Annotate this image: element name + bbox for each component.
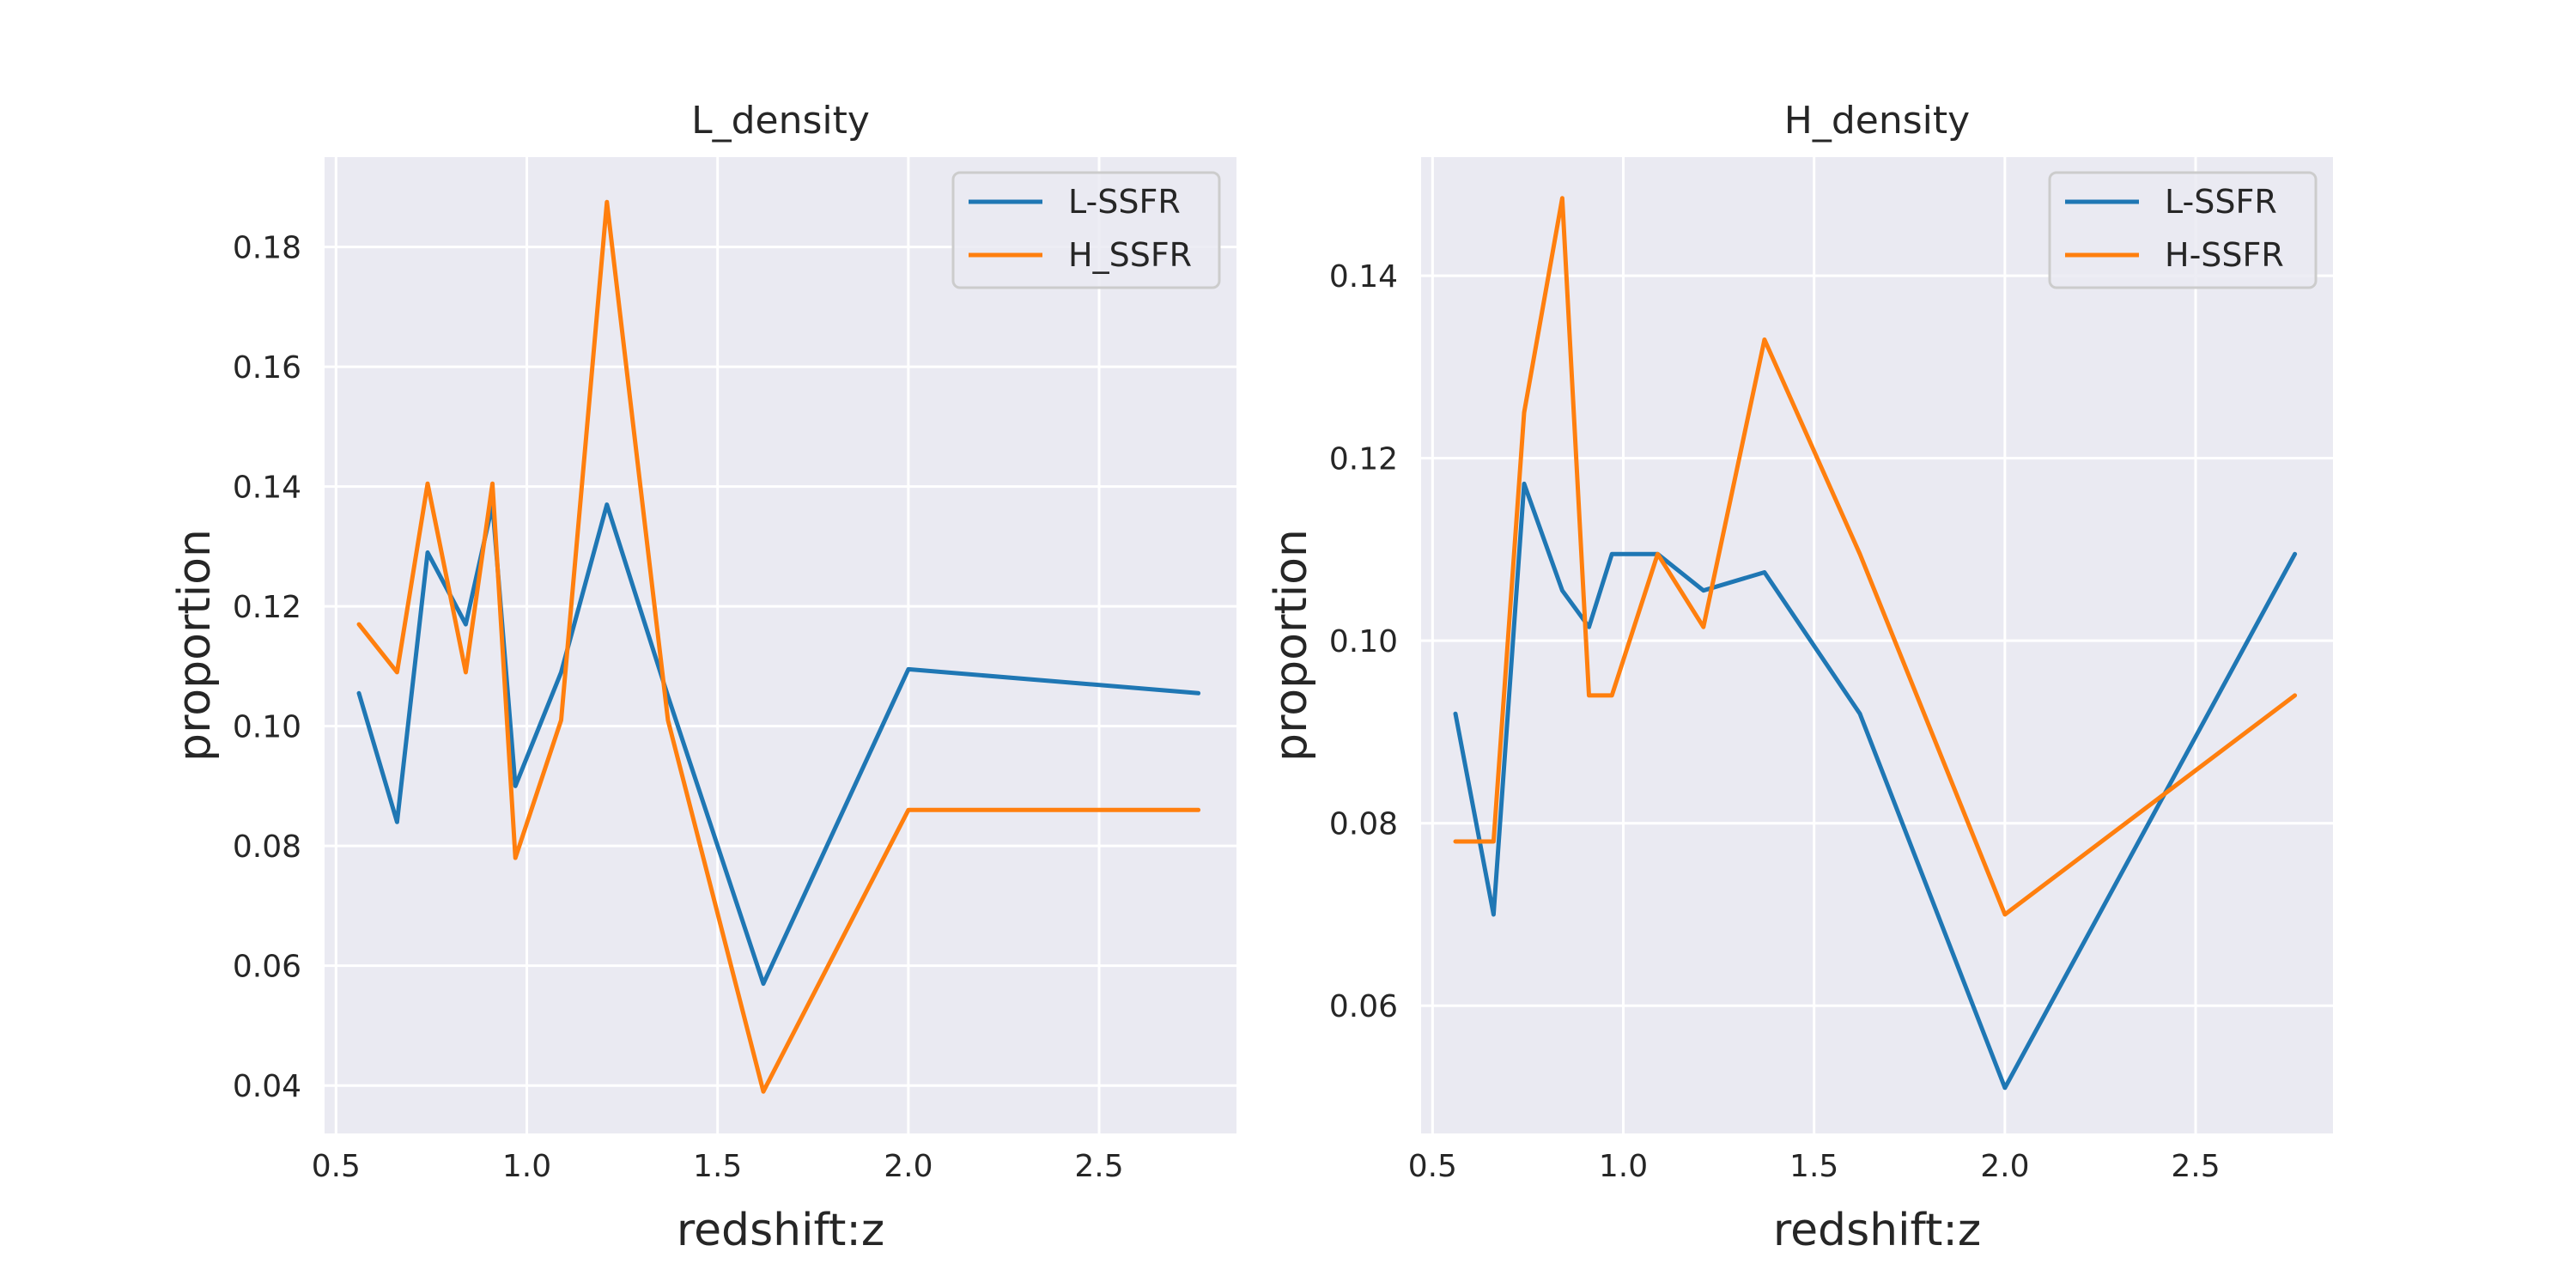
series-line-h-ssfr	[1453, 196, 2298, 917]
series-lines-h-density	[1453, 196, 2298, 1091]
chart-panel-h-density: 0.5 1.0 1.5 2.0 2.5 0.06 0.08 0.10 0.12 0.14 H_de…	[1266, 99, 2333, 1256]
chart-title-l-density: L_density	[691, 99, 870, 143]
y-axis-label-l-density: proportion	[169, 529, 221, 762]
plot-area-h-density	[1421, 157, 2333, 1133]
chart-panel-l-density: 0.5 1.0 1.5 2.0 2.5 0.04 0.06 0.08 0.10 0.12 0.14 0…	[169, 99, 1236, 1256]
x-tick-label: 2.0	[1980, 1149, 2029, 1184]
y-tick-label: 0.08	[233, 829, 301, 865]
y-axis-label-h-density: proportion	[1266, 529, 1317, 762]
x-axis-label-l-density: redshift:z	[677, 1205, 884, 1256]
series-line-l-ssfr	[1453, 481, 2298, 1091]
y-tick-label: 0.10	[233, 710, 301, 745]
legend-label-l-ssfr: L-SSFR	[1068, 183, 1181, 221]
y-tick-label: 0.04	[233, 1069, 301, 1104]
tick-labels-l-density: 0.5 1.0 1.5 2.0 2.5 0.04 0.06 0.08 0.10 0.12 0.14 0…	[233, 231, 1124, 1184]
x-tick-label: 1.5	[1789, 1149, 1838, 1184]
y-tick-label: 0.06	[1329, 989, 1398, 1024]
x-tick-label: 0.5	[1408, 1149, 1457, 1184]
series-lines-l-density	[356, 199, 1201, 1094]
y-tick-label: 0.16	[233, 350, 301, 386]
x-axis-label-h-density: redshift:z	[1773, 1205, 1981, 1256]
x-tick-label: 1.0	[1599, 1149, 1648, 1184]
y-tick-label: 0.18	[233, 231, 301, 266]
tick-labels-h-density: 0.5 1.0 1.5 2.0 2.5 0.06 0.08 0.10 0.12 0.14	[1329, 259, 2221, 1184]
x-tick-label: 2.5	[2171, 1149, 2220, 1184]
y-tick-label: 0.14	[233, 471, 301, 506]
chart-title-h-density: H_density	[1784, 99, 1970, 143]
legend-h-density: L-SSFR H-SSFR	[2048, 171, 2318, 289]
x-tick-label: 2.0	[884, 1149, 933, 1184]
y-tick-label: 0.08	[1329, 807, 1398, 842]
x-tick-label: 1.0	[502, 1149, 551, 1184]
plot-area-l-density	[325, 157, 1236, 1133]
series-line-h-ssfr	[356, 199, 1201, 1094]
y-tick-label: 0.10	[1329, 624, 1398, 659]
y-tick-label: 0.14	[1329, 259, 1398, 295]
y-tick-label: 0.12	[233, 590, 301, 625]
x-tick-label: 1.5	[693, 1149, 742, 1184]
gridlines-l-density	[325, 157, 1236, 1133]
legend-label-l-ssfr: L-SSFR	[2165, 183, 2277, 221]
x-tick-label: 0.5	[312, 1149, 361, 1184]
legend-label-h-ssfr: H-SSFR	[2165, 236, 2284, 274]
y-tick-label: 0.06	[233, 950, 301, 985]
legend-label-h-ssfr: H_SSFR	[1068, 236, 1192, 274]
y-tick-label: 0.12	[1329, 442, 1398, 477]
legend-l-density: L-SSFR H_SSFR	[951, 171, 1221, 289]
series-line-l-ssfr	[356, 502, 1201, 987]
x-tick-label: 2.5	[1074, 1149, 1123, 1184]
